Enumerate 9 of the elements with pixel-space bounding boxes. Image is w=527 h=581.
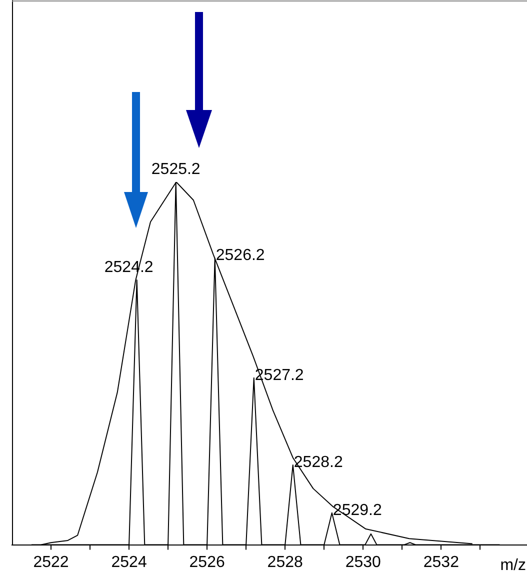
x-tick-label: 2526 [189, 554, 225, 571]
annotation: 2525.2 [151, 161, 200, 178]
x-tick-label: 2528 [267, 554, 304, 571]
x-tick-label: 2530 [345, 554, 382, 571]
x-tick-label: 2532 [423, 554, 460, 571]
x-axis-title: m/z [500, 557, 526, 574]
x-tick-label: 2522 [33, 554, 69, 571]
x-tick-label: 2524 [111, 554, 147, 571]
annotation: 2526.2 [216, 247, 265, 264]
